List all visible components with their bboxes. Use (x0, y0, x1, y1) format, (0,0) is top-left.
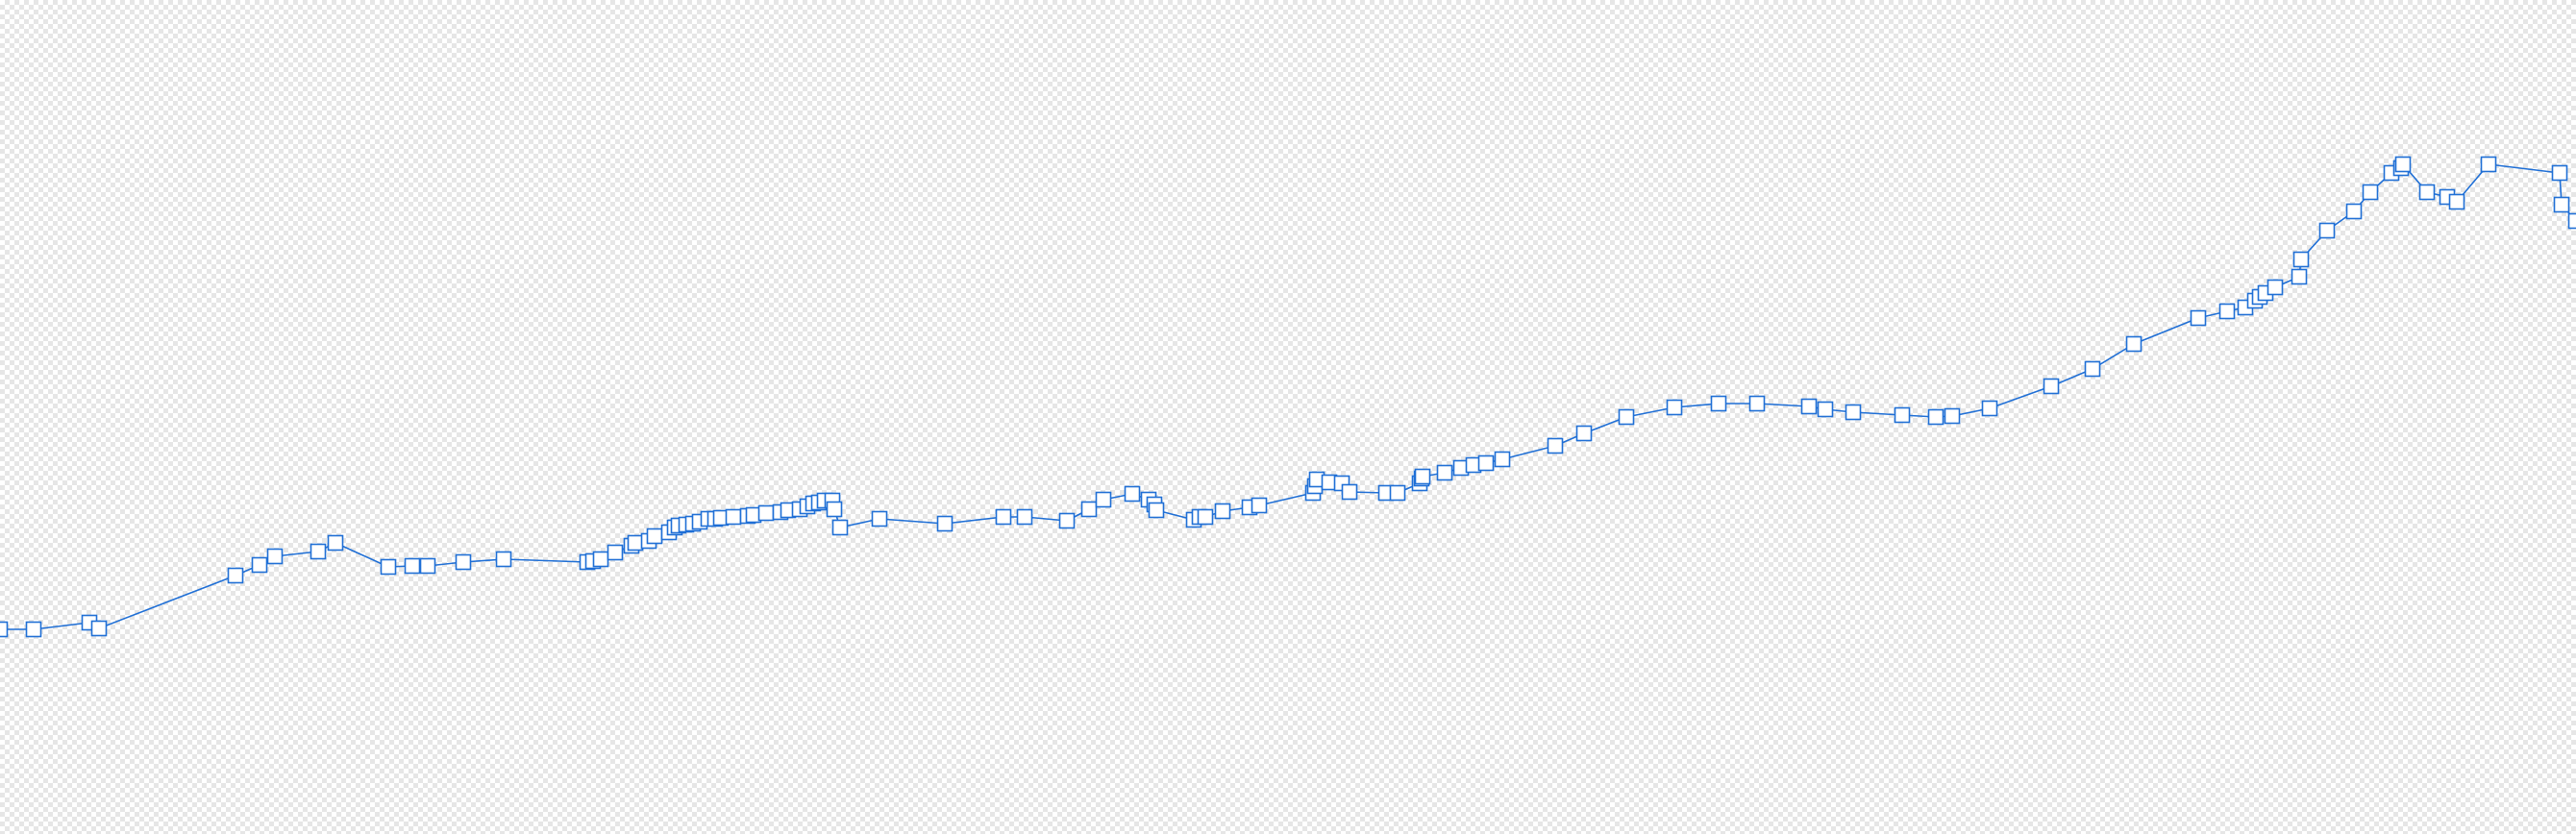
data-point-marker (1214, 503, 1231, 520)
data-point-marker (1817, 401, 1834, 418)
data-point-marker (227, 567, 244, 584)
data-point-marker (0, 621, 9, 638)
data-point-marker (936, 515, 954, 532)
data-point-marker (25, 621, 42, 638)
data-point-marker (455, 553, 472, 571)
data-point-marker (495, 551, 512, 568)
series-marker-group (0, 156, 2576, 638)
data-point-marker (1436, 464, 1453, 481)
data-point-marker (2266, 279, 2284, 296)
data-point-marker (1389, 484, 1406, 502)
data-point-marker (2480, 156, 2497, 173)
data-point-marker (1016, 508, 1033, 526)
data-point-marker (2318, 222, 2336, 239)
data-point-marker (1710, 395, 1727, 412)
data-point-marker (2218, 303, 2236, 320)
data-point-marker (251, 556, 268, 574)
data-point-marker (826, 501, 843, 518)
data-point-marker (1575, 425, 1593, 442)
data-point-marker (1894, 406, 1911, 424)
data-point-marker (627, 534, 644, 552)
data-point-marker (1666, 399, 1683, 416)
data-point-marker (327, 534, 344, 552)
data-point-marker (380, 558, 397, 576)
data-point-marker (2291, 268, 2308, 285)
data-point-marker (2418, 184, 2436, 201)
data-point-marker (2567, 212, 2576, 230)
data-point-marker (419, 557, 436, 575)
data-point-marker (2292, 251, 2310, 268)
data-point-marker (1414, 468, 1431, 485)
data-point-marker (1080, 501, 1098, 518)
data-point-marker (1845, 404, 1862, 421)
data-point-marker (2125, 335, 2143, 353)
data-point-marker (2345, 203, 2363, 220)
data-point-marker (592, 551, 609, 568)
data-point-marker (1981, 400, 1998, 417)
data-point-marker (266, 548, 284, 565)
data-point-marker (1124, 485, 1141, 503)
data-point-marker (1927, 408, 1944, 426)
data-point-marker (2394, 156, 2412, 173)
data-point-marker (2084, 360, 2101, 378)
data-point-marker (1477, 454, 1495, 472)
data-point-marker (995, 508, 1012, 526)
data-point-marker (2190, 309, 2207, 327)
data-point-marker (1341, 483, 1358, 501)
data-point-marker (1095, 491, 1112, 508)
data-point-marker (2448, 193, 2465, 210)
data-point-marker (1058, 512, 1076, 529)
data-point-marker (1800, 398, 1818, 415)
data-point-marker (1944, 407, 1961, 425)
data-point-marker (607, 544, 624, 561)
data-point-marker (310, 543, 327, 560)
data-point-marker (757, 504, 775, 522)
data-point-marker (871, 510, 888, 527)
data-point-marker (831, 519, 849, 536)
data-point-marker (1618, 408, 1635, 426)
data-point-marker (2553, 196, 2570, 213)
data-point-marker (1251, 497, 1268, 514)
data-point-marker (90, 620, 108, 637)
data-point-marker (646, 527, 663, 545)
data-point-marker (1547, 437, 1564, 454)
data-point-marker (1148, 502, 1165, 519)
data-point-marker (404, 557, 421, 575)
data-point-marker (1197, 508, 1214, 526)
data-point-marker (2551, 164, 2568, 182)
data-point-marker (1494, 451, 1511, 468)
data-point-marker (2362, 184, 2379, 201)
data-point-marker (2043, 378, 2060, 395)
data-point-marker (725, 508, 742, 526)
data-point-marker (1748, 395, 1766, 412)
